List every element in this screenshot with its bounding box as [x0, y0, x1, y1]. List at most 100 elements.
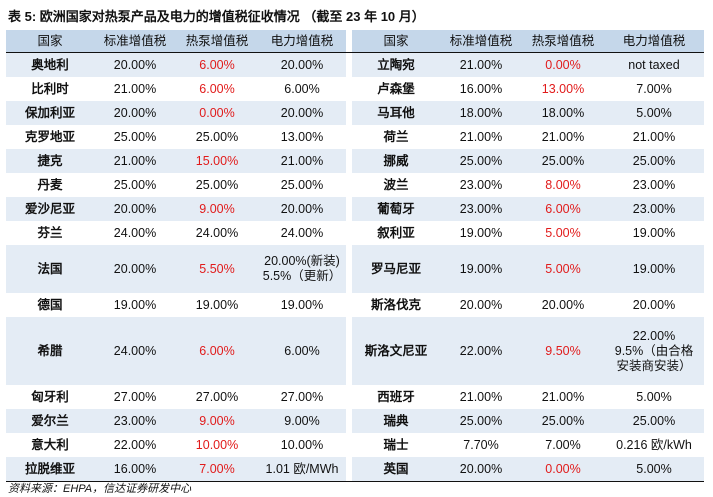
table-row: 爱尔兰 23.00% 9.00% 9.00% 瑞典 25.00% 25.00% 25.00%: [6, 409, 704, 433]
heatpump-vat-cell: 9.00%: [176, 409, 258, 433]
country-cell: 葡萄牙: [352, 197, 440, 221]
electricity-vat-cell: 20.00%: [258, 101, 346, 125]
electricity-vat-cell: 23.00%: [604, 197, 704, 221]
column-gap: [346, 30, 352, 53]
heatpump-vat-cell: 13.00%: [541, 81, 585, 96]
standard-vat-cell: 25.00%: [113, 129, 157, 144]
country-cell: 法国: [6, 245, 94, 293]
heatpump-vat-cell: 25.00%: [195, 177, 239, 192]
header-heatpump-vat: 热泵增值税: [522, 30, 604, 53]
standard-vat-cell: 16.00%: [459, 81, 503, 96]
header-country: 国家: [6, 30, 94, 53]
column-gap: [346, 125, 352, 149]
electricity-vat-cell: 5.00%: [604, 457, 704, 482]
standard-vat-cell: 16.00%: [94, 457, 176, 482]
standard-vat-cell: 21.00%: [113, 81, 157, 96]
heatpump-vat-cell: 10.00%: [195, 437, 239, 452]
heatpump-vat-cell: 9.50%: [522, 317, 604, 385]
standard-vat-cell: 19.00%: [440, 245, 522, 293]
standard-vat-cell: 18.00%: [440, 101, 522, 125]
electricity-vat-cell: 7.00%: [636, 81, 672, 96]
header-standard-vat: 标准增值税: [94, 30, 176, 53]
country-cell: 爱沙尼亚: [6, 197, 94, 221]
country-cell: 爱尔兰: [6, 409, 94, 433]
electricity-vat-cell: 5.00%: [604, 101, 704, 125]
table-row: 奥地利 20.00% 6.00% 20.00% 立陶宛 21.00% 0.00% not ta…: [6, 52, 704, 77]
country-cell: 希腊: [6, 317, 94, 385]
heatpump-vat-cell: 27.00%: [195, 389, 239, 404]
table-row: 匈牙利 27.00% 27.00% 27.00% 西班牙 21.00% 21.00% 5.00…: [6, 385, 704, 409]
standard-vat-cell: 27.00%: [113, 389, 157, 404]
heatpump-vat-cell: 25.00%: [522, 149, 604, 173]
country-cell: 叙利亚: [377, 225, 415, 240]
country-cell: 芬兰: [37, 225, 63, 240]
electricity-vat-cell: 23.00%: [632, 177, 676, 192]
standard-vat-cell: 20.00%: [94, 197, 176, 221]
electricity-vat-cell: 22.00% 9.5%（由合格 安装商安装）: [604, 317, 704, 385]
heatpump-vat-cell: 21.00%: [541, 129, 585, 144]
header-electricity-vat: 电力增值税: [258, 30, 346, 53]
electricity-vat-cell: 5.00%: [636, 389, 672, 404]
header-heatpump-vat: 热泵增值税: [176, 30, 258, 53]
heatpump-vat-cell: 0.00%: [176, 101, 258, 125]
header-standard-vat: 标准增值税: [440, 30, 522, 53]
table-row: 比利时 21.00% 6.00% 6.00% 卢森堡 16.00% 13.00% 7.00%: [6, 77, 704, 101]
standard-vat-cell: 20.00%: [94, 101, 176, 125]
country-cell: 拉脱维亚: [6, 457, 94, 482]
column-gap: [346, 409, 352, 433]
vat-table: 国家 标准增值税 热泵增值税 电力增值税 国家 标准增值税 热泵增值税 电力增值…: [6, 30, 704, 482]
country-cell: 匈牙利: [31, 389, 69, 404]
table-row: 捷克 21.00% 15.00% 21.00% 挪威 25.00% 25.00% 25.00%: [6, 149, 704, 173]
country-cell: 波兰: [383, 177, 409, 192]
electricity-vat-cell: 27.00%: [280, 389, 324, 404]
country-cell: 荷兰: [383, 129, 409, 144]
heatpump-vat-cell: 5.00%: [545, 225, 581, 240]
source-note: 资料来源：EHPA，信达证券研发中心: [8, 483, 192, 495]
electricity-vat-cell: 6.00%: [284, 81, 320, 96]
country-cell: 意大利: [31, 437, 69, 452]
standard-vat-cell: 23.00%: [440, 197, 522, 221]
country-cell: 奥地利: [6, 52, 94, 77]
standard-vat-cell: 23.00%: [94, 409, 176, 433]
electricity-vat-cell: 1.01 欧/MWh: [258, 457, 346, 482]
electricity-vat-cell: 21.00%: [632, 129, 676, 144]
electricity-vat-cell: 21.00%: [258, 149, 346, 173]
table-row: 拉脱维亚 16.00% 7.00% 1.01 欧/MWh 英国 20.00% 0.00% 5.…: [6, 457, 704, 482]
column-gap: [346, 221, 352, 245]
heatpump-vat-cell: 6.00%: [176, 52, 258, 77]
table-row: 克罗地亚 25.00% 25.00% 13.00% 荷兰 21.00% 21.00% 21.0…: [6, 125, 704, 149]
header-row: 国家 标准增值税 热泵增值税 电力增值税 国家 标准增值税 热泵增值税 电力增值…: [6, 30, 704, 53]
heatpump-vat-cell: 0.00%: [522, 457, 604, 482]
table-row: 丹麦 25.00% 25.00% 25.00% 波兰 23.00% 8.00% 23.00%: [6, 173, 704, 197]
country-cell: 捷克: [6, 149, 94, 173]
column-gap: [346, 197, 352, 221]
electricity-vat-cell: 10.00%: [280, 437, 324, 452]
heatpump-vat-cell: 19.00%: [195, 297, 239, 312]
table-row: 芬兰 24.00% 24.00% 24.00% 叙利亚 19.00% 5.00% 19.00%: [6, 221, 704, 245]
heatpump-vat-cell: 0.00%: [522, 52, 604, 77]
electricity-vat-cell: not taxed: [604, 52, 704, 77]
country-cell: 立陶宛: [352, 52, 440, 77]
electricity-vat-cell: 25.00%: [280, 177, 324, 192]
electricity-vat-cell: 19.00%: [632, 225, 676, 240]
standard-vat-cell: 19.00%: [459, 225, 503, 240]
standard-vat-cell: 22.00%: [113, 437, 157, 452]
electricity-vat-cell: 24.00%: [280, 225, 324, 240]
heatpump-vat-cell: 5.50%: [176, 245, 258, 293]
column-gap: [346, 52, 352, 77]
country-cell: 挪威: [352, 149, 440, 173]
standard-vat-cell: 25.00%: [440, 409, 522, 433]
electricity-vat-cell: 20.00%: [258, 52, 346, 77]
country-cell: 马耳他: [352, 101, 440, 125]
electricity-vat-cell: 6.00%: [258, 317, 346, 385]
table-title: 表 5: 欧洲国家对热泵产品及电力的增值税征收情况 （截至 23 年 10 月）: [8, 9, 425, 24]
column-gap: [346, 149, 352, 173]
country-cell: 英国: [352, 457, 440, 482]
standard-vat-cell: 20.00%: [440, 457, 522, 482]
standard-vat-cell: 21.00%: [459, 389, 503, 404]
country-cell: 德国: [37, 297, 63, 312]
column-gap: [346, 433, 352, 457]
standard-vat-cell: 20.00%: [94, 245, 176, 293]
standard-vat-cell: 20.00%: [94, 52, 176, 77]
heatpump-vat-cell: 6.00%: [199, 81, 235, 96]
